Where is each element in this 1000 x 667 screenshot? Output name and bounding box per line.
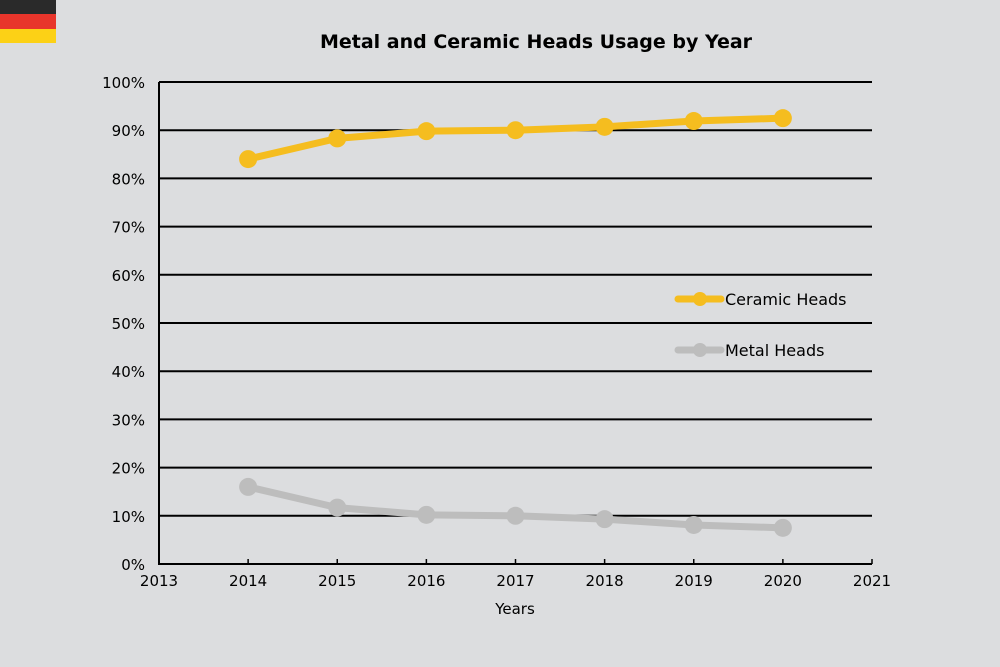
x-tick-label: 2013 (140, 572, 178, 590)
ceramic-heads-point (684, 112, 703, 131)
y-tick-label: 30% (112, 411, 145, 429)
metal-heads-point (595, 510, 614, 529)
x-tick-label: 2020 (764, 572, 802, 590)
y-tick-label: 10% (112, 508, 145, 526)
y-tick-label: 80% (112, 170, 145, 188)
y-tick-label: 0% (121, 556, 145, 574)
ceramic-heads-legend-label: Ceramic Heads (725, 290, 846, 309)
x-tick-label: 2014 (229, 572, 267, 590)
flag-stripe-red (0, 14, 56, 29)
ceramic-heads-point (506, 121, 525, 140)
ceramic-heads-point (239, 150, 258, 169)
metal-heads-point (684, 515, 703, 534)
metal-heads-legend-marker (693, 343, 707, 357)
x-tick-label: 2018 (586, 572, 624, 590)
ceramic-heads-point (595, 117, 614, 136)
metal-heads-point (239, 477, 258, 496)
ceramic-heads-legend-marker (693, 292, 707, 306)
metal-heads-point (328, 498, 347, 517)
x-tick-label: 2017 (496, 572, 534, 590)
ceramic-heads-point (773, 109, 792, 128)
flag-stripe-gold (0, 28, 56, 43)
metal-heads-point (506, 506, 525, 525)
chart-title: Metal and Ceramic Heads Usage by Year (320, 31, 753, 53)
metal-heads-point (417, 505, 436, 524)
y-tick-label: 40% (112, 363, 145, 381)
x-tick-label: 2021 (853, 572, 891, 590)
metal-heads-point (773, 518, 792, 537)
metal-heads-legend-label: Metal Heads (725, 341, 824, 360)
flag-stripe-black (0, 0, 56, 15)
x-tick-label: 2015 (318, 572, 356, 590)
y-tick-label: 90% (112, 122, 145, 140)
x-tick-label: 2019 (675, 572, 713, 590)
y-tick-label: 60% (112, 267, 145, 285)
german-flag-logo (0, 0, 56, 43)
ceramic-heads-point (417, 122, 436, 141)
x-axis-label: Years (494, 600, 535, 618)
y-tick-label: 100% (102, 74, 145, 92)
x-tick-label: 2016 (407, 572, 445, 590)
ceramic-heads-point (328, 129, 347, 148)
y-tick-label: 70% (112, 219, 145, 237)
y-tick-label: 20% (112, 460, 145, 478)
y-tick-label: 50% (112, 315, 145, 333)
